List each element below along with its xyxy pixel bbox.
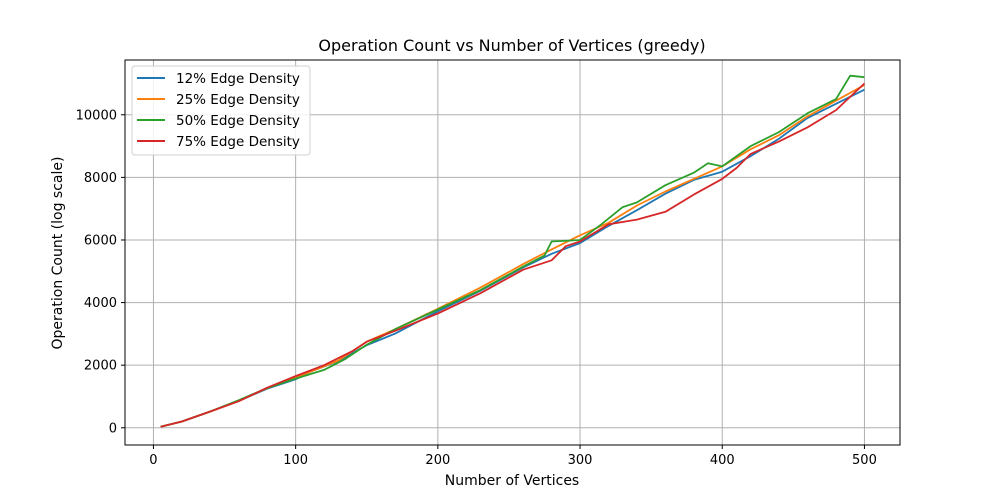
x-tick-label: 400	[710, 453, 735, 468]
x-tick-label: 500	[852, 453, 877, 468]
x-tick-label: 0	[149, 453, 157, 468]
legend-entry-label: 25% Edge Density	[176, 92, 300, 108]
legend-entry-label: 50% Edge Density	[176, 113, 300, 129]
x-axis-label: Number of Vertices	[445, 473, 579, 489]
y-tick-label: 6000	[84, 233, 117, 248]
series-line-4	[160, 82, 866, 428]
x-tick-label: 100	[283, 453, 308, 468]
legend-entry-label: 12% Edge Density	[176, 71, 300, 87]
y-tick-label: 10000	[76, 108, 117, 123]
series-lines	[160, 74, 866, 428]
legend-box	[131, 65, 311, 156]
y-tick-label: 0	[109, 421, 117, 436]
y-axis-label: Operation Count (log scale)	[50, 157, 66, 350]
x-axis-ticks: 0 100 200 300 400 500	[149, 445, 877, 468]
chart-title: Operation Count vs Number of Vertices (g…	[318, 36, 705, 55]
y-axis-ticks: 0 2000 4000 6000 8000 10000	[76, 108, 125, 436]
series-line-3	[160, 74, 865, 428]
x-tick-label: 200	[425, 453, 450, 468]
x-tick-label: 300	[568, 453, 593, 468]
y-tick-label: 8000	[84, 171, 117, 186]
legend-entry-label: 75% Edge Density	[176, 134, 300, 150]
legend: 12% Edge Density 25% Edge Density 50% Edge…	[131, 65, 311, 156]
y-tick-label: 4000	[84, 296, 117, 311]
y-tick-label: 2000	[84, 359, 117, 374]
legend-items: 12% Edge Density 25% Edge Density 50% Edge…	[137, 71, 300, 150]
plot-area-frame	[124, 59, 901, 446]
